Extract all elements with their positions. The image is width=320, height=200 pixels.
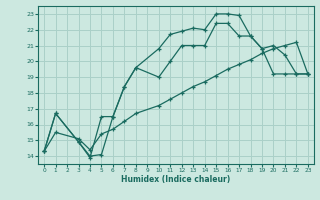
X-axis label: Humidex (Indice chaleur): Humidex (Indice chaleur) [121, 175, 231, 184]
